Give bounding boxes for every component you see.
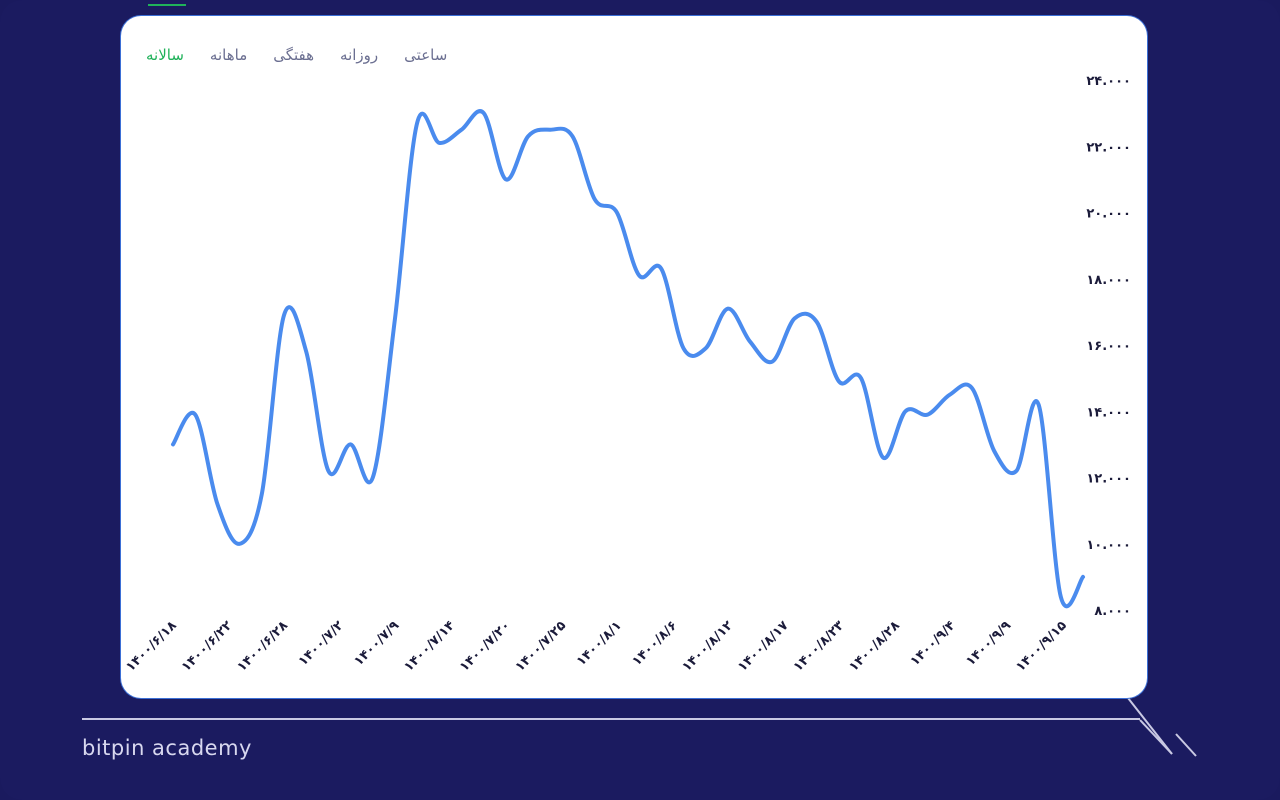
y-tick-label: ۱۲.۰۰۰	[1086, 472, 1131, 487]
y-tick-label: ۲۰.۰۰۰	[1086, 207, 1131, 222]
chart-card	[121, 16, 1147, 698]
x-axis-ticks: ۱۴۰۰/۶/۱۸ ۱۴۰۰/۶/۲۲ ۱۴۰۰/۶/۲۸ ۱۴۰۰/۷/۲ ۱۴۰۰/…	[123, 618, 1070, 675]
x-tick-label: ۱۴۰۰/۸/۲۸	[846, 618, 903, 675]
x-tick-label: ۱۴۰۰/۸/۱۷	[735, 618, 792, 675]
x-tick-label: ۱۴۰۰/۹/۱۵	[1013, 618, 1070, 675]
x-tick-label: ۱۴۰۰/۸/۲۳	[791, 618, 848, 675]
x-tick-label: ۱۴۰۰/۹/۹	[963, 618, 1014, 669]
y-tick-label: ۱۶.۰۰۰	[1086, 339, 1131, 354]
series-line	[171, 109, 1085, 609]
footer-divider	[82, 718, 1140, 720]
x-tick-label: ۱۴۰۰/۶/۲۲	[179, 618, 236, 675]
y-tick-label: ۱۰.۰۰۰	[1086, 538, 1131, 553]
x-tick-label: ۱۴۰۰/۷/۹	[351, 618, 402, 669]
x-tick-label: ۱۴۰۰/۷/۲۰	[457, 618, 514, 675]
x-tick-label: ۱۴۰۰/۶/۲۸	[234, 618, 291, 675]
x-tick-label: ۱۴۰۰/۷/۲	[296, 618, 347, 669]
decor-line-2	[1139, 719, 1173, 755]
y-tick-label: ۲۲.۰۰۰	[1086, 140, 1131, 155]
tab-yearly[interactable]: سالانه	[146, 4, 186, 64]
y-tick-label: ۸.۰۰۰	[1094, 604, 1131, 619]
brand-label: bitpin academy	[82, 736, 252, 760]
y-axis-ticks: ۸.۰۰۰ ۱۰.۰۰۰ ۱۲.۰۰۰ ۱۴.۰۰۰ ۱۶.۰۰۰ ۱۸.۰۰۰ ۲۰.۰۰…	[1086, 74, 1131, 619]
tab-weekly[interactable]: هفتگی	[273, 46, 315, 64]
y-tick-label: ۱۴.۰۰۰	[1086, 405, 1131, 420]
y-tick-label: ۲۴.۰۰۰	[1086, 74, 1131, 89]
x-tick-label: ۱۴۰۰/۷/۱۴	[401, 618, 458, 675]
price-line-chart: ۸.۰۰۰ ۱۰.۰۰۰ ۱۲.۰۰۰ ۱۴.۰۰۰ ۱۶.۰۰۰ ۱۸.۰۰۰ ۲۰.۰۰…	[123, 74, 1131, 675]
decor-line-1	[1127, 697, 1173, 755]
tab-daily[interactable]: روزانه	[340, 46, 379, 64]
x-tick-label: ۱۴۰۰/۶/۱۸	[123, 618, 180, 675]
decor-line-3	[1175, 733, 1197, 757]
tab-monthly[interactable]: ماهانه	[209, 46, 248, 64]
x-tick-label: ۱۴۰۰/۹/۴	[908, 618, 959, 669]
x-tick-label: ۱۴۰۰/۷/۲۵	[513, 618, 570, 675]
timeframe-tabs: ساعتی روزانه هفتگی ماهانه سالانه	[146, 4, 448, 64]
x-tick-label: ۱۴۰۰/۸/۱۲	[679, 618, 736, 675]
x-tick-label: ۱۴۰۰/۸/۱	[574, 618, 625, 669]
y-tick-label: ۱۸.۰۰۰	[1086, 273, 1131, 288]
tab-hourly[interactable]: ساعتی	[404, 46, 448, 64]
x-tick-label: ۱۴۰۰/۸/۶	[629, 618, 680, 669]
